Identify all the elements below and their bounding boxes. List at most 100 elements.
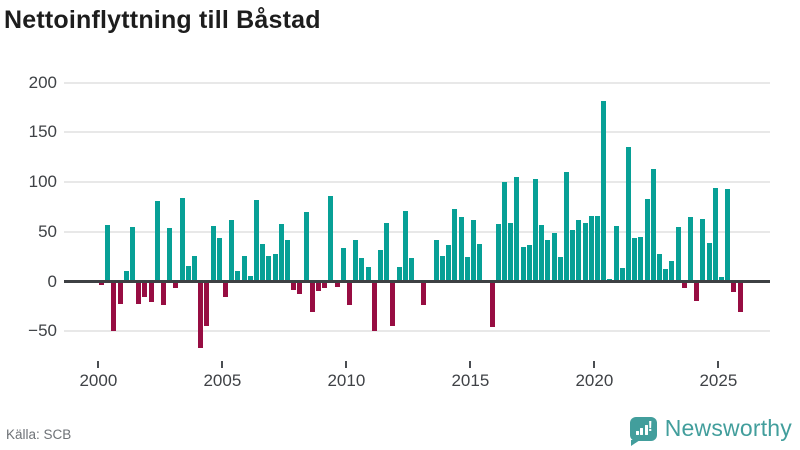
bar-positive bbox=[508, 222, 514, 282]
source-note: Källa: SCB bbox=[6, 427, 72, 442]
bar-positive bbox=[495, 223, 501, 282]
bar-positive bbox=[588, 215, 594, 282]
bar-positive bbox=[446, 244, 452, 282]
gridline bbox=[64, 330, 770, 333]
y-axis-label: 50 bbox=[38, 221, 57, 241]
bar-positive bbox=[700, 218, 706, 282]
x-axis-label: 2000 bbox=[79, 371, 118, 390]
bar-positive bbox=[254, 199, 259, 282]
bar-positive bbox=[353, 239, 359, 282]
x-axis-label: 2005 bbox=[203, 371, 242, 390]
bar-positive bbox=[582, 222, 588, 282]
bar-negative bbox=[309, 282, 315, 313]
bar-negative bbox=[161, 282, 166, 306]
bar-negative bbox=[204, 282, 210, 327]
brand-name: Newsworthy bbox=[664, 415, 792, 441]
bar-positive bbox=[688, 216, 693, 282]
x-axis-label: 2010 bbox=[327, 371, 366, 390]
bar-positive bbox=[570, 229, 576, 282]
bar-positive bbox=[154, 200, 160, 282]
page-title: Nettoinflyttning till Båstad bbox=[4, 6, 321, 34]
exclamation-icon: ! bbox=[647, 417, 653, 435]
bar-positive bbox=[533, 179, 538, 282]
bar-negative bbox=[316, 282, 321, 292]
bar-negative bbox=[136, 282, 142, 305]
x-axis-label: 2015 bbox=[451, 371, 490, 390]
bar-positive bbox=[260, 243, 266, 282]
x-axis-tick bbox=[593, 361, 596, 368]
bar-positive bbox=[712, 188, 718, 282]
bar-positive bbox=[595, 215, 600, 282]
bar-positive bbox=[663, 268, 669, 282]
gridline bbox=[64, 230, 770, 233]
bar-positive bbox=[632, 237, 638, 282]
bar-positive bbox=[247, 275, 253, 282]
bar-positive bbox=[235, 270, 241, 282]
bar-negative bbox=[117, 282, 123, 305]
bar-negative bbox=[737, 282, 743, 313]
bar-positive bbox=[613, 225, 619, 282]
bar-negative bbox=[322, 282, 328, 289]
bar-positive bbox=[167, 227, 173, 282]
bar-negative bbox=[291, 282, 297, 291]
bar-positive bbox=[359, 257, 365, 282]
bar-negative bbox=[371, 282, 377, 332]
y-axis-label: 200 bbox=[28, 72, 57, 92]
bar-positive bbox=[471, 219, 476, 282]
bar-positive bbox=[229, 219, 235, 282]
bar-positive bbox=[601, 100, 607, 282]
bar-positive bbox=[520, 246, 526, 282]
bar-negative bbox=[198, 282, 204, 349]
bar-positive bbox=[440, 255, 445, 282]
bar-positive bbox=[607, 278, 613, 282]
bar-positive bbox=[514, 177, 520, 282]
bar-positive bbox=[340, 247, 346, 282]
bar-positive bbox=[626, 147, 631, 282]
y-axis-label: 150 bbox=[28, 122, 57, 142]
bar-positive bbox=[409, 257, 414, 282]
bar-positive bbox=[402, 210, 408, 282]
bar-positive bbox=[619, 267, 625, 282]
bar-positive bbox=[551, 232, 557, 282]
bar-negative bbox=[731, 282, 737, 293]
bar-positive bbox=[725, 189, 731, 282]
bar-negative bbox=[297, 282, 303, 295]
bar-positive bbox=[564, 172, 569, 282]
bar-positive bbox=[539, 224, 545, 282]
bar-positive bbox=[378, 249, 383, 282]
bar-positive bbox=[272, 253, 278, 282]
bar-positive bbox=[123, 270, 129, 282]
bar-negative bbox=[334, 282, 340, 288]
y-axis-label: 0 bbox=[47, 271, 57, 291]
bar-positive bbox=[452, 208, 458, 282]
x-axis-tick bbox=[97, 361, 100, 368]
bar-positive bbox=[216, 237, 222, 282]
x-axis-tick bbox=[221, 361, 224, 368]
x-axis-tick bbox=[345, 361, 348, 368]
bar-positive bbox=[638, 236, 644, 282]
bar-positive bbox=[458, 216, 464, 282]
bar-positive bbox=[657, 253, 662, 282]
bar-negative bbox=[694, 282, 700, 302]
bar-positive bbox=[526, 244, 532, 282]
zero-axis-line bbox=[64, 280, 770, 283]
gridline bbox=[64, 181, 770, 184]
bar-positive bbox=[644, 198, 650, 282]
bar-negative bbox=[681, 282, 687, 289]
bar-positive bbox=[365, 266, 371, 282]
bar-positive bbox=[278, 223, 284, 282]
bar-positive bbox=[675, 226, 681, 282]
bar-positive bbox=[210, 225, 216, 282]
newsworthy-logo: ! Newsworthy bbox=[629, 415, 792, 446]
bar-positive bbox=[545, 239, 551, 282]
bar-positive bbox=[502, 182, 507, 282]
bar-positive bbox=[303, 211, 309, 282]
bar-positive bbox=[192, 255, 197, 282]
bar-positive bbox=[719, 276, 724, 282]
bar-positive bbox=[130, 226, 135, 282]
bar-negative bbox=[489, 282, 495, 328]
bar-positive bbox=[433, 239, 439, 282]
bar-positive bbox=[179, 198, 185, 282]
bar-positive bbox=[105, 224, 111, 282]
